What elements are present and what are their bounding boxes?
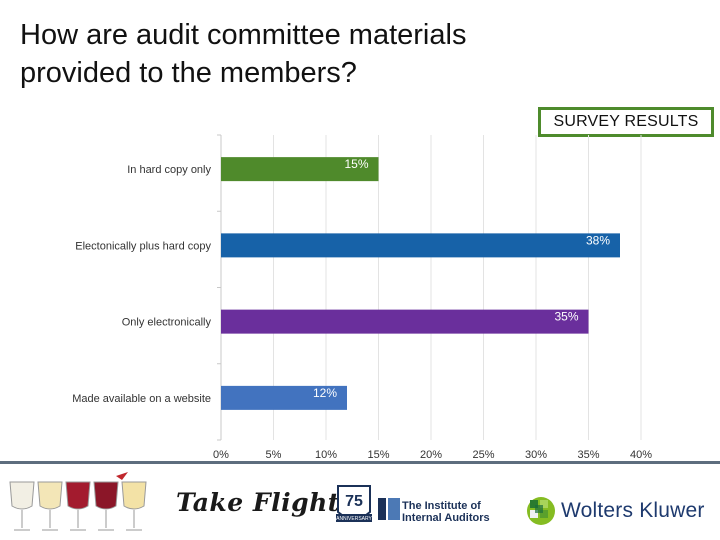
iia-line-1: The Institute of (402, 500, 481, 512)
wolters-kluwer-icon (527, 497, 555, 525)
data-label-1: 15% (344, 157, 368, 171)
wine-glasses-logo (9, 472, 147, 531)
bar-2 (221, 233, 620, 258)
survey-results-badge: SURVEY RESULTS (538, 107, 714, 137)
x-tick-label-15: 15% (367, 449, 389, 460)
data-label-3: 35% (554, 310, 578, 324)
x-tick-label-20: 20% (420, 449, 442, 460)
iia-anniversary-text: ANNIVERSARY (336, 516, 372, 522)
bar-1 (221, 157, 379, 182)
slide-title: How are audit committee materials provid… (20, 19, 467, 89)
take-flight-logo: Take Flight (176, 488, 340, 517)
x-tick-label-35: 35% (577, 449, 599, 460)
iia-name: The Institute of Internal Auditors (402, 500, 490, 524)
data-label-2: 38% (586, 233, 610, 247)
data-label-4: 12% (313, 386, 337, 400)
iia-logo: 75 ANNIVERSARY (336, 485, 400, 522)
x-tick-label-30: 30% (525, 449, 547, 460)
category-label-2: Electonically plus hard copy (75, 240, 211, 252)
x-tick-label-10: 10% (315, 449, 337, 460)
iia-line-2: Internal Auditors (402, 512, 490, 524)
x-tick-label-5: 5% (266, 449, 282, 460)
x-tick-label-40: 40% (630, 449, 652, 460)
wolters-kluwer-logo-text: Wolters Kluwer (561, 499, 705, 522)
bar-3 (221, 309, 589, 334)
x-tick-label-0: 0% (213, 449, 229, 460)
category-label-1: In hard copy only (127, 164, 211, 176)
bar-4 (221, 385, 347, 410)
survey-results-label: SURVEY RESULTS (541, 110, 711, 134)
grid-lines (217, 134, 642, 441)
x-tick-label-25: 25% (472, 449, 494, 460)
labels: In hard copy only 15% Electonically plus h… (72, 157, 652, 460)
bars (221, 157, 620, 410)
footer-divider (0, 461, 720, 464)
bar-chart: In hard copy only 15% Electonically plus h… (72, 134, 652, 460)
iia-75-text: 75 (345, 493, 363, 510)
category-label-4: Made available on a website (72, 393, 211, 405)
category-label-3: Only electronically (122, 317, 212, 329)
